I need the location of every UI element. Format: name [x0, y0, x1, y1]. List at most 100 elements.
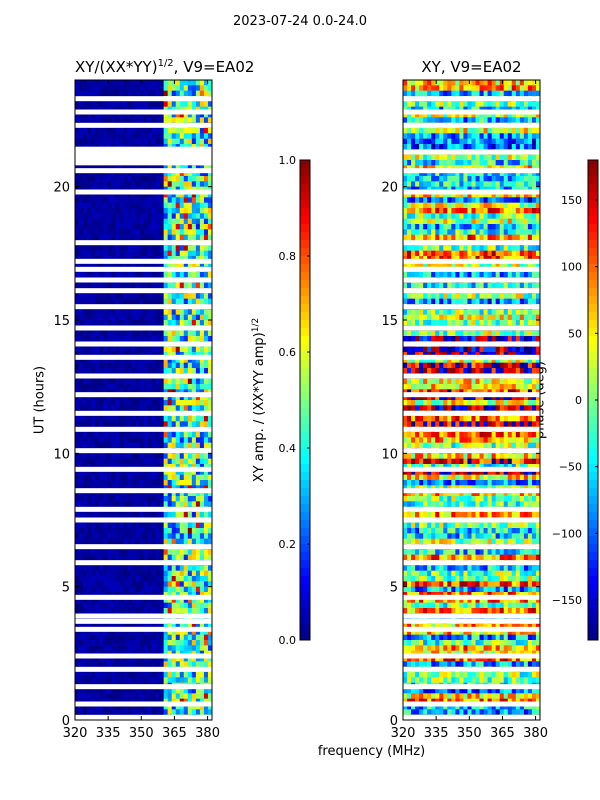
heatmap-cell	[91, 218, 96, 225]
heatmap-cell	[171, 458, 177, 465]
heatmap-cell	[191, 496, 197, 502]
heatmap-cell	[463, 80, 468, 86]
heatmap-cell	[107, 117, 112, 124]
heatmap-cell	[103, 645, 108, 652]
heatmap-cell	[123, 597, 128, 604]
heatmap-cell	[207, 213, 213, 220]
heatmap-cell	[143, 405, 148, 412]
heatmap-cell	[123, 314, 128, 321]
heatmap-cell	[203, 458, 209, 465]
flagged-row	[75, 373, 212, 379]
flagged-row	[75, 618, 212, 624]
heatmap-cell	[107, 176, 112, 182]
heatmap-cell	[95, 661, 100, 668]
heatmap-cell	[79, 229, 84, 236]
heatmap-cell	[163, 90, 169, 97]
heatmap-cell	[207, 192, 213, 198]
heatmap-cell	[535, 133, 541, 140]
heatmap-cell	[511, 181, 517, 188]
heatmap-cell	[171, 314, 177, 321]
heatmap-cell	[75, 250, 80, 257]
heatmap-cell	[187, 528, 193, 534]
heatmap-cell	[167, 330, 173, 337]
heatmap-cell	[471, 138, 476, 145]
heatmap-cell	[155, 474, 161, 481]
heatmap-cell	[115, 709, 120, 716]
heatmap-cell	[415, 181, 420, 188]
heatmap-cell	[115, 112, 120, 118]
heatmap-cell	[183, 138, 189, 145]
heatmap-cell	[499, 181, 505, 188]
heatmap-cell	[147, 432, 152, 438]
heatmap-cell	[79, 688, 84, 694]
heatmap-cell	[147, 112, 152, 118]
heatmap-cell	[459, 160, 464, 166]
heatmap-cell	[91, 608, 96, 614]
heatmap-cell	[199, 330, 205, 337]
heatmap-cell	[155, 469, 161, 476]
heatmap-cell	[87, 549, 92, 556]
heatmap-cell	[187, 330, 193, 337]
heatmap-cell	[507, 192, 513, 198]
heatmap-cell	[95, 197, 100, 204]
heatmap-cell	[123, 362, 128, 369]
heatmap-cell	[479, 90, 484, 97]
heatmap-cell	[455, 144, 460, 150]
heatmap-cell	[95, 336, 100, 342]
heatmap-cell	[411, 90, 416, 97]
heatmap-cell	[415, 154, 420, 161]
heatmap-cell	[95, 138, 100, 145]
heatmap-cell	[147, 490, 152, 497]
heatmap-cell	[503, 85, 509, 92]
heatmap-cell	[91, 416, 96, 422]
heatmap-cell	[115, 554, 120, 561]
x-tick-label: 380	[195, 726, 220, 741]
heatmap-cell	[187, 634, 193, 641]
heatmap-cell	[171, 400, 177, 406]
heatmap-cell	[195, 533, 201, 540]
heatmap-cell	[83, 453, 88, 460]
heatmap-cell	[135, 512, 140, 518]
heatmap-cell	[79, 272, 84, 278]
heatmap-cell	[115, 400, 120, 406]
heatmap-cell	[483, 202, 489, 209]
heatmap-cell	[163, 704, 169, 710]
y-tick-label: 15	[53, 314, 70, 329]
heatmap-cell	[119, 250, 124, 257]
heatmap-cell	[139, 309, 144, 316]
heatmap-cell	[79, 261, 84, 268]
heatmap-cell	[447, 80, 452, 86]
heatmap-cell	[103, 181, 108, 188]
heatmap-cell	[103, 709, 108, 716]
heatmap-cell	[187, 320, 193, 326]
heatmap-cell	[111, 261, 116, 268]
heatmap-cell	[407, 197, 412, 204]
heatmap-cell	[143, 346, 148, 353]
heatmap-1	[403, 80, 541, 721]
heatmap-cell	[147, 400, 152, 406]
heatmap-cell	[155, 549, 161, 556]
heatmap-cell	[83, 346, 88, 353]
heatmap-cell	[99, 570, 104, 577]
heatmap-cell	[439, 85, 444, 92]
heatmap-cell	[87, 213, 92, 220]
heatmap-cell	[111, 405, 116, 412]
heatmap-cell	[155, 218, 161, 225]
heatmap-cell	[139, 181, 144, 188]
heatmap-cell	[107, 309, 112, 316]
heatmap-cell	[131, 597, 136, 604]
heatmap-cell	[143, 416, 148, 422]
heatmap-cell	[511, 154, 517, 161]
heatmap-cell	[187, 458, 193, 465]
heatmap-cell	[127, 261, 132, 268]
heatmap-cell	[159, 704, 165, 710]
heatmap-cell	[119, 224, 124, 230]
heatmap-cell	[103, 672, 108, 678]
heatmap-cell	[163, 346, 169, 353]
heatmap-cell	[167, 176, 173, 182]
heatmap-cell	[95, 645, 100, 652]
heatmap-cell	[183, 368, 189, 374]
heatmap-cell	[187, 549, 193, 556]
heatmap-cell	[195, 480, 201, 486]
heatmap-cell	[87, 597, 92, 604]
